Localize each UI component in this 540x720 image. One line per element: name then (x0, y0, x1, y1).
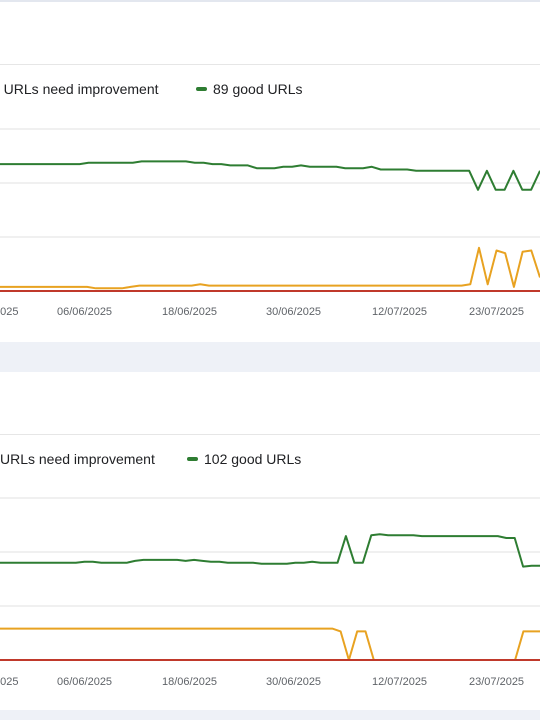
chart-card-1: 3 URLs need improvement 89 good URLs 202… (0, 2, 540, 342)
card-divider (0, 64, 540, 65)
x-tick-label: 12/07/2025 (372, 306, 427, 318)
legend-good[interactable]: 102 good URLs (187, 451, 301, 467)
x-tick-label: 06/06/2025 (57, 306, 112, 318)
series-line-need-improvement-line (0, 627, 540, 661)
x-tick-label: 2025 (0, 676, 18, 688)
series-line-good-urls-line (0, 533, 540, 568)
legend-good-swatch (196, 87, 207, 92)
x-tick-label: 12/07/2025 (372, 676, 427, 688)
legend-good-label: 102 good URLs (204, 451, 302, 467)
series-line-need-improvement-line (0, 246, 540, 290)
chart-card-2: URLs need improvement 102 good URLs 2025… (0, 372, 540, 710)
legend-need-improvement[interactable]: 3 URLs need improvement (0, 81, 159, 97)
page-top-strip (0, 0, 540, 2)
card-divider (0, 434, 540, 435)
legend-good-label: 89 good URLs (213, 81, 303, 97)
legend-need-improvement[interactable]: URLs need improvement (0, 451, 155, 467)
x-tick-label: 30/06/2025 (266, 306, 321, 318)
series-layer (0, 160, 540, 292)
x-tick-label: 18/06/2025 (162, 306, 217, 318)
legend-good[interactable]: 89 good URLs (196, 81, 303, 97)
x-tick-label: 30/06/2025 (266, 676, 321, 688)
legend-good-swatch (187, 457, 198, 462)
series-line-good-urls-line (0, 160, 540, 191)
x-tick-label: 23/07/2025 (469, 306, 524, 318)
legend-need-improvement-label: URLs need improvement (0, 451, 155, 467)
x-tick-label: 2025 (0, 306, 18, 318)
line-chart-1: 2025 06/06/2025 18/06/2025 30/06/2025 12… (0, 128, 540, 318)
legend-need-improvement-label: 3 URLs need improvement (0, 81, 159, 97)
line-chart-2: 2025 06/06/2025 18/06/2025 30/06/2025 12… (0, 497, 540, 688)
series-layer (0, 533, 540, 661)
x-tick-label: 18/06/2025 (162, 676, 217, 688)
x-tick-label: 06/06/2025 (57, 676, 112, 688)
x-tick-label: 23/07/2025 (469, 676, 524, 688)
